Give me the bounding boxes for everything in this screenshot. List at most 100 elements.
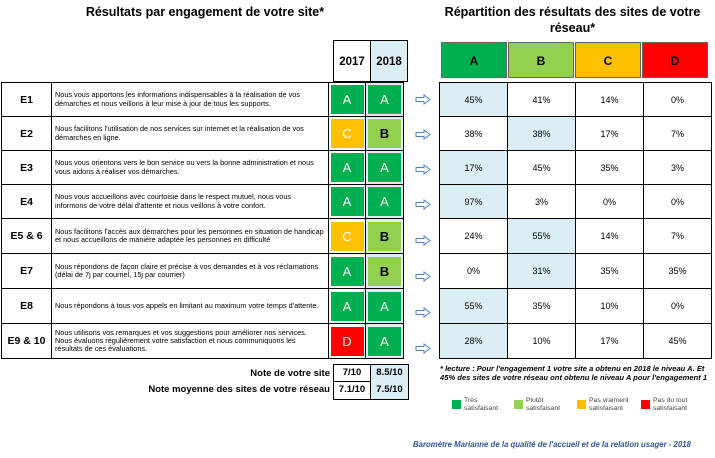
legend-label-line2: satisfaisant bbox=[526, 404, 561, 412]
score-2018-bg bbox=[371, 365, 408, 399]
distribution-cell-b: 55% bbox=[507, 218, 576, 254]
distribution-cell-a: 45% bbox=[439, 82, 508, 117]
legend-label: Pas vraiment satisfaisant bbox=[589, 397, 629, 413]
grade-cell-2018: A bbox=[365, 82, 404, 117]
year-header-2018: 2018 bbox=[370, 40, 408, 82]
grade-cell-2017: A bbox=[328, 82, 366, 117]
distribution-table: 45% 41% 14% 0% 38% 38% 17% 7% 17% 45% 35% 3% 97% 3% 0%… bbox=[439, 82, 712, 359]
footnote: * lecture : Pour l'engagement 1 votre si… bbox=[440, 364, 708, 382]
engagement-description: Nous facilitons l'utilisation de nos ser… bbox=[51, 116, 329, 151]
distribution-cell-b: 45% bbox=[507, 150, 576, 185]
engagement-row: E8 Nous répondons à tous vos appels en li… bbox=[1, 288, 404, 324]
distribution-cell-a: 97% bbox=[439, 184, 508, 219]
site-score-2017: 7/10 bbox=[342, 367, 362, 378]
distribution-cell-b: 3% bbox=[507, 184, 576, 219]
distribution-cell-a: 38% bbox=[439, 116, 508, 151]
legend-label: Plutôt satisfaisant bbox=[526, 397, 560, 413]
grade-header-b: B bbox=[508, 42, 574, 78]
distribution-cell-b: 35% bbox=[507, 288, 576, 324]
distribution-row: 55% 35% 10% 0% bbox=[439, 288, 712, 324]
distribution-cell-c: 10% bbox=[575, 288, 644, 324]
network-score-2018: 7.5/10 bbox=[376, 384, 403, 395]
grade-cell-2017: D bbox=[328, 323, 366, 359]
right-title-line1: Répartition des résultats des sites de v… bbox=[444, 5, 701, 19]
distribution-cell-c: 0% bbox=[575, 184, 644, 219]
grade-badge: A bbox=[330, 256, 364, 286]
right-title-line2: réseau* bbox=[549, 20, 596, 35]
credit-line: Baromètre Marianne de la qualité de l'ac… bbox=[413, 440, 691, 449]
arrow-right-icon bbox=[415, 94, 431, 105]
grade-cell-2018: A bbox=[365, 323, 404, 359]
engagement-row: E9 & 10 Nous utilisons vos remarques et v… bbox=[1, 323, 404, 359]
year-header-2017: 2017 bbox=[333, 40, 371, 82]
distribution-cell-d: 35% bbox=[643, 253, 712, 289]
distribution-row: 97% 3% 0% 0% bbox=[439, 184, 712, 219]
legend-label-line2: satisfaisant bbox=[653, 404, 688, 412]
grade-cell-2018: A bbox=[365, 288, 404, 324]
grade-badge: C bbox=[330, 119, 364, 148]
distribution-cell-a: 28% bbox=[439, 323, 508, 359]
score-box bbox=[333, 364, 409, 400]
engagement-code: E3 bbox=[1, 150, 52, 185]
network-score-label: Note moyenne des sites de votre réseau bbox=[148, 384, 330, 395]
grade-cell-2018: A bbox=[365, 184, 404, 219]
engagement-description: Nous utilisons vos remarques et vos sugg… bbox=[51, 323, 329, 359]
legend-label-line2: satisfaisant bbox=[464, 404, 499, 412]
grade-badge: A bbox=[330, 85, 364, 114]
arrow-right-icon bbox=[415, 164, 431, 175]
distribution-cell-d: 0% bbox=[643, 82, 712, 117]
grade-badge: B bbox=[368, 119, 401, 148]
distribution-cell-c: 35% bbox=[575, 150, 644, 185]
distribution-cell-d: 0% bbox=[643, 184, 712, 219]
arrow-right-icon bbox=[415, 270, 431, 282]
grade-cell-2018: B bbox=[365, 218, 404, 254]
distribution-cell-a: 17% bbox=[439, 150, 508, 185]
distribution-row: 38% 38% 17% 7% bbox=[439, 116, 712, 151]
grade-badge: A bbox=[368, 85, 401, 114]
legend-label: Très satisfaisant bbox=[464, 397, 498, 413]
distribution-cell-c: 35% bbox=[575, 253, 644, 289]
grade-badge: A bbox=[368, 326, 401, 356]
grade-cell-2018: B bbox=[365, 253, 404, 289]
grade-header-a: A bbox=[441, 42, 507, 78]
grade-cell-2018: B bbox=[365, 116, 404, 151]
grade-badge: A bbox=[368, 153, 401, 182]
distribution-cell-a: 24% bbox=[439, 218, 508, 254]
grade-badge: A bbox=[330, 187, 364, 216]
grade-cell-2017: A bbox=[328, 184, 366, 219]
engagement-description: Nous vous orientons vers le bon service … bbox=[51, 150, 329, 185]
legend-swatch-c bbox=[577, 400, 586, 409]
engagement-row: E7 Nous répondons de façon claire et préc… bbox=[1, 253, 404, 289]
distribution-cell-a: 0% bbox=[439, 253, 508, 289]
engagement-description: Nous répondons de façon claire et précis… bbox=[51, 253, 329, 289]
grade-cell-2017: C bbox=[328, 218, 366, 254]
legend-swatch-b bbox=[514, 400, 523, 409]
distribution-cell-c: 17% bbox=[575, 323, 644, 359]
distribution-cell-a: 55% bbox=[439, 288, 508, 324]
left-title: Résultats par engagement de votre site* bbox=[85, 5, 325, 19]
legend-label: Pas du tout satisfaisant bbox=[653, 397, 687, 413]
grade-badge: A bbox=[330, 153, 364, 182]
grade-cell-2017: A bbox=[328, 288, 366, 324]
site-score-2018: 8.5/10 bbox=[376, 367, 403, 378]
grade-badge: D bbox=[330, 326, 364, 356]
engagement-row: E3 Nous vous orientons vers le bon servic… bbox=[1, 150, 404, 185]
legend-swatch-a bbox=[452, 400, 461, 409]
engagement-description: Nous vous apportons les informations ind… bbox=[51, 82, 329, 117]
arrow-right-icon bbox=[415, 342, 431, 354]
distribution-cell-c: 17% bbox=[575, 116, 644, 151]
engagement-code: E9 & 10 bbox=[1, 323, 52, 359]
grade-badge: A bbox=[330, 291, 364, 321]
engagement-table: E1 Nous vous apportons les informations i… bbox=[1, 82, 404, 359]
legend-label-line1: Plutôt bbox=[526, 397, 544, 404]
engagement-description: Nous vous accueillons avec courtoisie da… bbox=[51, 184, 329, 219]
distribution-cell-b: 38% bbox=[507, 116, 576, 151]
engagement-description: Nous répondons à tous vos appels en limi… bbox=[51, 288, 329, 324]
grade-badge: B bbox=[368, 221, 401, 251]
grade-badge: C bbox=[330, 221, 364, 251]
legend-label-line1: Très bbox=[464, 397, 478, 404]
distribution-row: 45% 41% 14% 0% bbox=[439, 82, 712, 117]
engagement-code: E2 bbox=[1, 116, 52, 151]
engagement-row: E1 Nous vous apportons les informations i… bbox=[1, 82, 404, 117]
score-divider bbox=[370, 364, 371, 400]
